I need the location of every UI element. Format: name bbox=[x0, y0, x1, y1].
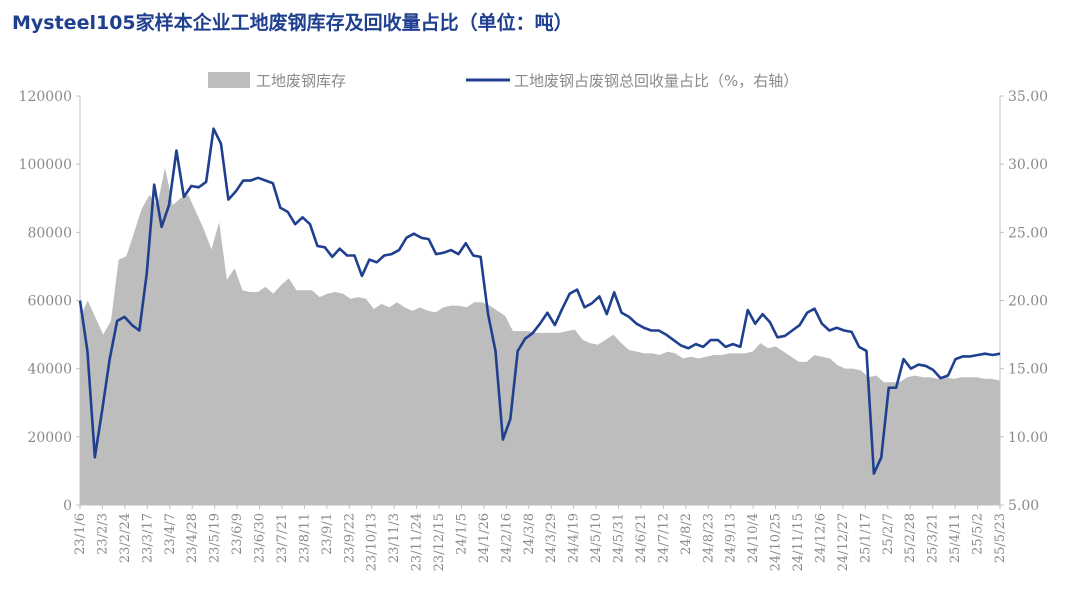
x-tick-label: 23/9/22 bbox=[342, 513, 357, 563]
x-tick-label: 23/12/15 bbox=[432, 513, 447, 571]
line-layer bbox=[78, 127, 1001, 475]
right-tick-label: 35.00 bbox=[1008, 89, 1048, 105]
x-tick-label: 24/1/5 bbox=[455, 513, 470, 555]
left-tick-label: 40000 bbox=[27, 362, 72, 378]
x-axis-ticks: 23/1/6 23/2/3 23/2/24 23/3/17 23/4/7 23/4/28 2… bbox=[73, 505, 1008, 571]
x-tick-label: 24/12/27 bbox=[836, 513, 851, 571]
x-tick-label: 25/5/23 bbox=[993, 513, 1008, 563]
x-tick-label: 24/7/12 bbox=[656, 513, 671, 563]
x-tick-label: 23/6/9 bbox=[230, 513, 245, 555]
x-tick-label: 23/6/30 bbox=[253, 513, 268, 563]
x-tick-label: 24/3/8 bbox=[522, 513, 537, 555]
x-tick-label: 23/2/24 bbox=[118, 513, 133, 563]
right-tick-label: 15.00 bbox=[1008, 362, 1048, 378]
x-tick-label: 25/2/7 bbox=[881, 513, 896, 555]
x-tick-label: 25/5/2 bbox=[971, 513, 986, 555]
x-tick-label: 25/1/17 bbox=[858, 513, 873, 563]
right-tick-label: 20.00 bbox=[1008, 294, 1048, 310]
x-tick-label: 23/8/11 bbox=[297, 513, 312, 563]
left-axis-ticks: 0 20000 40000 60000 80000 100000 120000 bbox=[19, 89, 80, 514]
x-tick-label: 24/5/31 bbox=[612, 513, 627, 563]
x-tick-label: 24/11/15 bbox=[791, 513, 806, 571]
left-tick-label: 80000 bbox=[27, 225, 72, 241]
right-axis-ticks: 5.00 10.00 15.00 20.00 25.00 30.00 35.00 bbox=[1000, 89, 1048, 514]
x-tick-label: 23/7/21 bbox=[275, 513, 290, 563]
x-tick-label: 23/5/19 bbox=[208, 513, 223, 563]
x-tick-label: 25/3/21 bbox=[926, 513, 941, 563]
left-tick-label: 120000 bbox=[19, 89, 72, 105]
x-tick-label: 24/8/23 bbox=[701, 513, 716, 563]
x-tick-label: 24/12/6 bbox=[814, 513, 829, 563]
legend: 工地废钢库存 工地废钢占废钢总回收量占比（%，右轴） bbox=[208, 72, 798, 90]
x-tick-label: 24/3/29 bbox=[544, 513, 559, 563]
legend-label-line: 工地废钢占废钢总回收量占比（%，右轴） bbox=[514, 72, 798, 90]
x-tick-label: 23/3/17 bbox=[140, 513, 155, 563]
series-area-inventory bbox=[80, 167, 1000, 505]
x-tick-label: 25/2/28 bbox=[903, 513, 918, 563]
x-tick-label: 23/2/3 bbox=[95, 513, 110, 555]
left-tick-label: 20000 bbox=[27, 430, 72, 446]
x-tick-label: 23/10/13 bbox=[365, 513, 380, 571]
x-tick-label: 24/5/10 bbox=[589, 513, 604, 563]
x-tick-label: 24/10/4 bbox=[746, 513, 761, 563]
legend-swatch-area bbox=[208, 72, 250, 88]
series-line-ratio bbox=[78, 127, 1001, 475]
left-tick-label: 0 bbox=[63, 498, 72, 514]
left-tick-label: 60000 bbox=[27, 294, 72, 310]
right-tick-label: 10.00 bbox=[1008, 430, 1048, 446]
x-tick-label: 23/4/7 bbox=[163, 513, 178, 555]
x-tick-label: 24/6/21 bbox=[634, 513, 649, 563]
x-tick-label: 24/1/26 bbox=[477, 513, 492, 563]
x-tick-label: 23/4/28 bbox=[185, 513, 200, 563]
x-tick-label: 24/8/2 bbox=[679, 513, 694, 555]
x-tick-label: 23/11/3 bbox=[387, 513, 402, 563]
x-tick-label: 24/2/16 bbox=[499, 513, 514, 563]
x-tick-label: 24/4/19 bbox=[567, 513, 582, 563]
legend-label-area: 工地废钢库存 bbox=[256, 72, 346, 90]
x-tick-label: 23/1/6 bbox=[73, 513, 88, 555]
x-tick-label: 25/4/11 bbox=[948, 513, 963, 563]
x-tick-label: 24/10/25 bbox=[769, 513, 784, 571]
x-tick-label: 23/11/24 bbox=[410, 513, 425, 571]
right-tick-label: 25.00 bbox=[1008, 225, 1048, 241]
x-tick-label: 23/9/1 bbox=[320, 513, 335, 555]
left-tick-label: 100000 bbox=[19, 157, 72, 173]
right-tick-label: 5.00 bbox=[1008, 498, 1039, 514]
x-tick-label: 24/9/13 bbox=[724, 513, 739, 563]
area-layer bbox=[80, 167, 1000, 505]
chart-title: Mysteel105家样本企业工地废钢库存及回收量占比（单位：吨） bbox=[12, 12, 573, 34]
right-tick-label: 30.00 bbox=[1008, 157, 1048, 173]
